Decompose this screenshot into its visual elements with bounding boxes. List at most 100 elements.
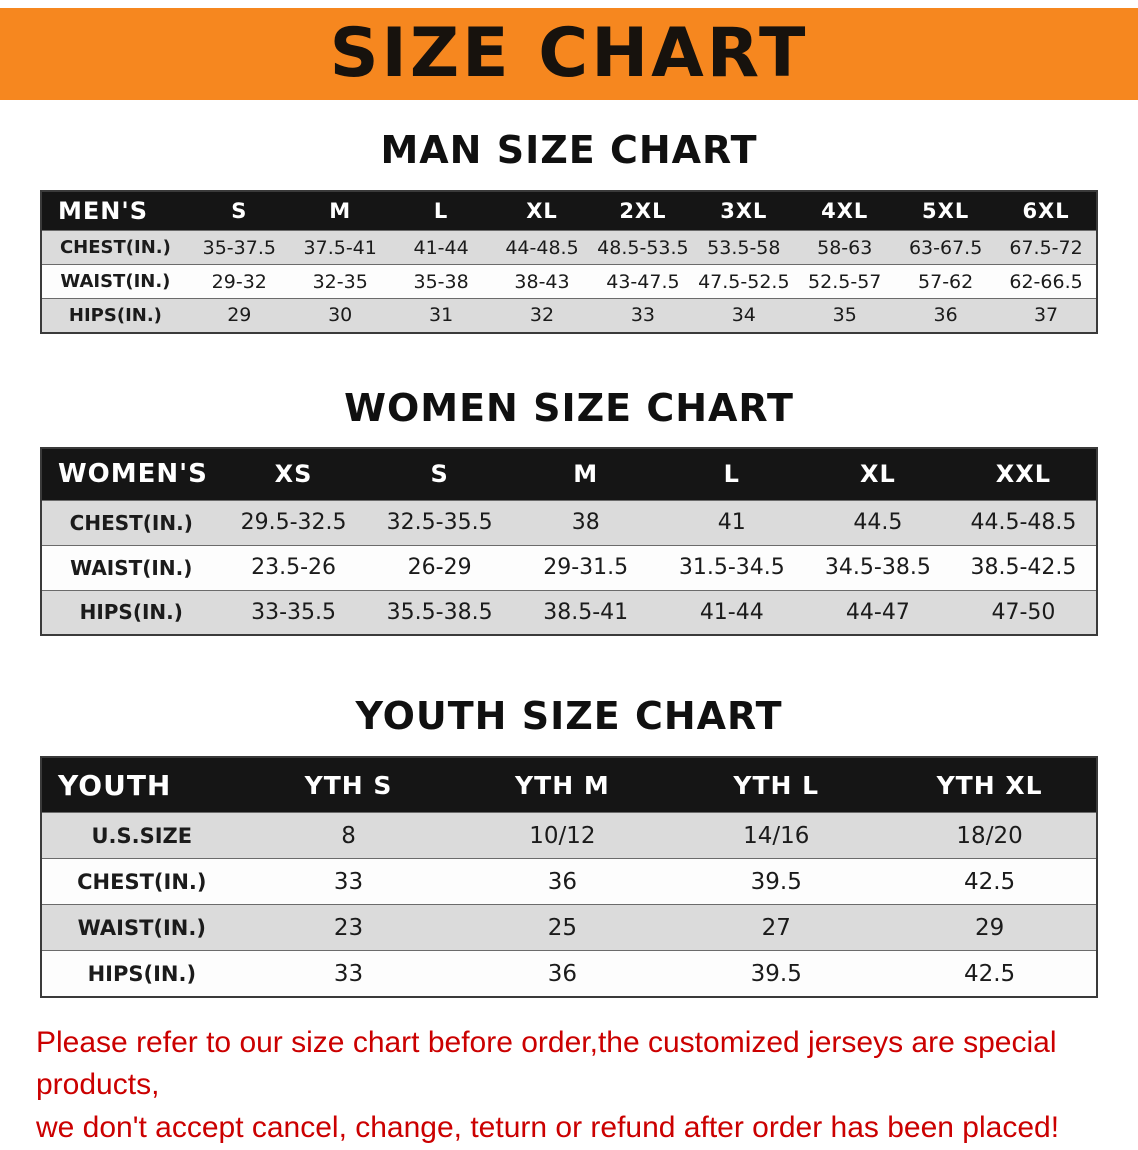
measurement-label: HIPS(IN.) [41,589,221,636]
table-row: WAIST(IN.) 23.5-26 26-29 29-31.5 31.5-34.5 34… [41,544,1097,591]
size-column-header: XL [804,448,951,501]
size-value: 41-44 [390,230,492,265]
size-column-header: M [289,190,391,231]
size-value: 29.5-32.5 [220,499,367,546]
size-column-header: YTH S [241,756,456,813]
size-value: 52.5-57 [794,264,896,299]
size-value: 31.5-34.5 [658,544,805,591]
size-value: 35-38 [390,264,492,299]
table-corner-label: YOUTH [41,756,242,813]
size-value: 58-63 [794,230,896,265]
size-value: 25 [455,904,670,951]
size-chart-title: SIZE CHART [329,14,809,93]
table-row: U.S.SIZE 8 10/12 14/16 18/20 [41,812,1097,859]
size-column-header: XS [220,448,367,501]
size-column-header: 4XL [794,190,896,231]
size-value: 32-35 [289,264,391,299]
size-column-header: 3XL [693,190,795,231]
table-corner-label: MEN'S [41,190,189,231]
size-value: 42.5 [883,950,1097,997]
size-column-header: YTH M [455,756,670,813]
size-value: 27 [669,904,884,951]
size-value: 47.5-52.5 [693,264,795,299]
women-size-table: WOMEN'S XS S M L XL XXL CHEST(IN.) 29.5-32.5 32.… [40,447,1098,637]
size-value: 33 [241,858,456,905]
table-row: CHEST(IN.) 29.5-32.5 32.5-35.5 38 41 44.5 44.5… [41,499,1097,546]
size-value: 38 [512,499,659,546]
size-value: 63-67.5 [895,230,997,265]
size-value: 37.5-41 [289,230,391,265]
table-row: HIPS(IN.) 29 30 31 32 33 34 35 36 37 [41,298,1097,333]
size-value: 33 [592,298,694,333]
size-value: 39.5 [669,858,884,905]
table-row: HIPS(IN.) 33-35.5 35.5-38.5 38.5-41 41-44 44-… [41,589,1097,636]
size-value: 34 [693,298,795,333]
size-value: 39.5 [669,950,884,997]
measurement-label: U.S.SIZE [41,812,242,859]
size-value: 35 [794,298,896,333]
size-value: 14/16 [669,812,884,859]
measurement-label: HIPS(IN.) [41,950,242,997]
table-row: HIPS(IN.) 33 36 39.5 42.5 [41,950,1097,997]
size-value: 29 [883,904,1097,951]
size-value: 35-37.5 [188,230,290,265]
size-value: 44.5 [804,499,951,546]
size-value: 32 [491,298,593,333]
size-column-header: XXL [950,448,1097,501]
size-value: 53.5-58 [693,230,795,265]
size-value: 31 [390,298,492,333]
size-value: 44.5-48.5 [950,499,1097,546]
measurement-label: CHEST(IN.) [41,230,189,265]
size-value: 36 [895,298,997,333]
size-value: 57-62 [895,264,997,299]
size-value: 38.5-42.5 [950,544,1097,591]
size-value: 36 [455,858,670,905]
youth-size-chart-title: YOUTH SIZE CHART [355,694,783,739]
size-column-header: 6XL [996,190,1097,231]
size-column-header: 2XL [592,190,694,231]
women-size-chart-title: WOMEN SIZE CHART [344,385,794,430]
size-value: 26-29 [366,544,513,591]
table-row: CHEST(IN.) 35-37.5 37.5-41 41-44 44-48.5 48.5… [41,230,1097,265]
size-value: 18/20 [883,812,1097,859]
size-column-header: L [390,190,492,231]
size-value: 30 [289,298,391,333]
size-column-header: 5XL [895,190,997,231]
women-table-header-row: WOMEN'S XS S M L XL XXL [41,448,1097,501]
size-value: 32.5-35.5 [366,499,513,546]
size-value: 67.5-72 [996,230,1097,265]
measurement-label: HIPS(IN.) [41,298,189,333]
size-value: 23.5-26 [220,544,367,591]
size-value: 41-44 [658,589,805,636]
size-value: 48.5-53.5 [592,230,694,265]
size-value: 38.5-41 [512,589,659,636]
size-value: 62-66.5 [996,264,1097,299]
size-column-header: S [366,448,513,501]
men-table-header-row: MEN'S S M L XL 2XL 3XL 4XL 5XL 6XL [41,190,1097,231]
size-value: 29-31.5 [512,544,659,591]
disclaimer: Please refer to our size chart before or… [36,1022,1118,1150]
size-value: 33 [241,950,456,997]
table-corner-label: WOMEN'S [41,448,221,501]
size-value: 33-35.5 [220,589,367,636]
man-size-chart-title: MAN SIZE CHART [380,128,758,172]
size-value: 37 [996,298,1097,333]
size-value: 41 [658,499,805,546]
men-size-table: MEN'S S M L XL 2XL 3XL 4XL 5XL 6XL CHEST(IN.) 35-3… [40,189,1098,334]
size-value: 36 [455,950,670,997]
table-row: WAIST(IN.) 29-32 32-35 35-38 38-43 43-47.5 47.… [41,264,1097,299]
size-column-header: M [512,448,659,501]
size-value: 35.5-38.5 [366,589,513,636]
size-value: 8 [241,812,456,859]
size-value: 38-43 [491,264,593,299]
measurement-label: CHEST(IN.) [41,858,242,905]
size-value: 29-32 [188,264,290,299]
measurement-label: WAIST(IN.) [41,904,242,951]
size-column-header: YTH XL [883,756,1097,813]
disclaimer-line-1: Please refer to our size chart before or… [36,1025,1057,1102]
size-value: 23 [241,904,456,951]
size-value: 44-47 [804,589,951,636]
size-column-header: YTH L [669,756,884,813]
disclaimer-line-2: we don't accept cancel, change, teturn o… [36,1110,1060,1144]
size-value: 43-47.5 [592,264,694,299]
